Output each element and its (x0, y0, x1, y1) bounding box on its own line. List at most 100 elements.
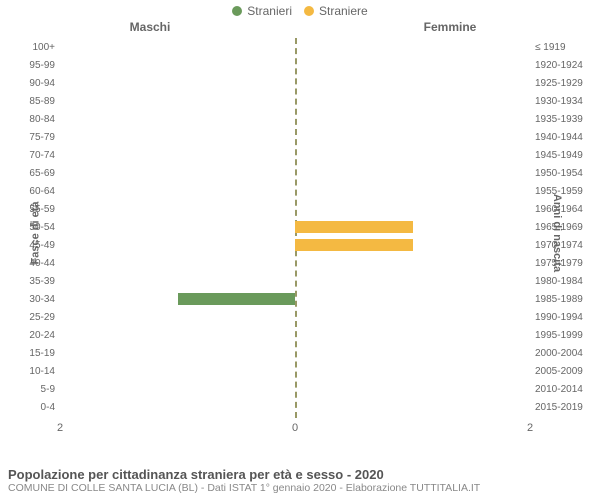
bar-female (295, 221, 413, 233)
age-label: 5-9 (5, 384, 55, 395)
bar-area (60, 40, 530, 54)
bar-area (60, 382, 530, 396)
column-headers: Maschi Femmine (0, 20, 600, 34)
bar-area (60, 292, 530, 306)
bar-male (178, 293, 296, 305)
age-label: 65-69 (5, 168, 55, 179)
age-label: 90-94 (5, 78, 55, 89)
legend-dot-female (304, 6, 314, 16)
age-row: 0-42015-2019 (60, 398, 530, 416)
age-row: 15-192000-2004 (60, 344, 530, 362)
age-label: 40-44 (5, 258, 55, 269)
birth-label: 1980-1984 (535, 276, 595, 287)
age-label: 45-49 (5, 240, 55, 251)
age-row: 95-991920-1924 (60, 56, 530, 74)
birth-label: 1925-1929 (535, 78, 595, 89)
birth-label: 1940-1944 (535, 132, 595, 143)
bar-area (60, 76, 530, 90)
bar-area (60, 202, 530, 216)
legend-item-male: Stranieri (232, 4, 292, 18)
age-label: 80-84 (5, 114, 55, 125)
age-label: 100+ (5, 42, 55, 53)
bar-area (60, 94, 530, 108)
age-label: 50-54 (5, 222, 55, 233)
bar-female (295, 239, 413, 251)
plot-area: 100+≤ 191995-991920-192490-941925-192985… (60, 38, 530, 418)
bar-area (60, 130, 530, 144)
chart: Maschi Femmine Fasce di età Anni di nasc… (0, 18, 600, 448)
birth-label: 1990-1994 (535, 312, 595, 323)
chart-title: Popolazione per cittadinanza straniera p… (8, 467, 592, 482)
birth-label: 1935-1939 (535, 114, 595, 125)
age-label: 20-24 (5, 330, 55, 341)
bar-area (60, 112, 530, 126)
age-row: 20-241995-1999 (60, 326, 530, 344)
legend: Stranieri Straniere (0, 0, 600, 18)
age-row: 75-791940-1944 (60, 128, 530, 146)
age-row: 80-841935-1939 (60, 110, 530, 128)
birth-label: 1965-1969 (535, 222, 595, 233)
age-label: 55-59 (5, 204, 55, 215)
birth-label: 1970-1974 (535, 240, 595, 251)
bar-area (60, 400, 530, 414)
x-tick: 2 (57, 422, 63, 434)
bar-area (60, 148, 530, 162)
caption: Popolazione per cittadinanza straniera p… (8, 467, 592, 494)
age-row: 70-741945-1949 (60, 146, 530, 164)
age-row: 40-441975-1979 (60, 254, 530, 272)
x-tick: 0 (292, 422, 298, 434)
bar-area (60, 274, 530, 288)
age-label: 30-34 (5, 294, 55, 305)
birth-label: 1945-1949 (535, 150, 595, 161)
bar-area (60, 184, 530, 198)
age-label: 70-74 (5, 150, 55, 161)
header-male: Maschi (0, 20, 300, 34)
x-tick: 2 (527, 422, 533, 434)
age-label: 95-99 (5, 60, 55, 71)
birth-label: 2005-2009 (535, 366, 595, 377)
birth-label: 2000-2004 (535, 348, 595, 359)
legend-item-female: Straniere (304, 4, 368, 18)
age-row: 90-941925-1929 (60, 74, 530, 92)
bar-area (60, 238, 530, 252)
x-axis: 2 0 2 (60, 422, 530, 436)
bar-area (60, 346, 530, 360)
age-row: 60-641955-1959 (60, 182, 530, 200)
birth-label: 1920-1924 (535, 60, 595, 71)
birth-label: 1955-1959 (535, 186, 595, 197)
age-label: 75-79 (5, 132, 55, 143)
bar-area (60, 256, 530, 270)
age-row: 45-491970-1974 (60, 236, 530, 254)
age-label: 10-14 (5, 366, 55, 377)
legend-dot-male (232, 6, 242, 16)
age-row: 30-341985-1989 (60, 290, 530, 308)
age-label: 25-29 (5, 312, 55, 323)
birth-label: 2010-2014 (535, 384, 595, 395)
birth-label: 1995-1999 (535, 330, 595, 341)
age-label: 85-89 (5, 96, 55, 107)
chart-subtitle: COMUNE DI COLLE SANTA LUCIA (BL) - Dati … (8, 482, 592, 494)
age-label: 60-64 (5, 186, 55, 197)
age-label: 15-19 (5, 348, 55, 359)
birth-label: 1975-1979 (535, 258, 595, 269)
bar-area (60, 220, 530, 234)
age-row: 5-92010-2014 (60, 380, 530, 398)
birth-label: 2015-2019 (535, 402, 595, 413)
age-label: 35-39 (5, 276, 55, 287)
header-female: Femmine (300, 20, 600, 34)
age-row: 25-291990-1994 (60, 308, 530, 326)
bar-area (60, 328, 530, 342)
bar-area (60, 58, 530, 72)
bar-area (60, 166, 530, 180)
legend-label-male: Stranieri (247, 4, 292, 18)
age-row: 50-541965-1969 (60, 218, 530, 236)
age-row: 85-891930-1934 (60, 92, 530, 110)
bar-area (60, 310, 530, 324)
legend-label-female: Straniere (319, 4, 368, 18)
birth-label: ≤ 1919 (535, 42, 595, 53)
birth-label: 1950-1954 (535, 168, 595, 179)
age-row: 35-391980-1984 (60, 272, 530, 290)
age-row: 65-691950-1954 (60, 164, 530, 182)
birth-label: 1960-1964 (535, 204, 595, 215)
bar-area (60, 364, 530, 378)
